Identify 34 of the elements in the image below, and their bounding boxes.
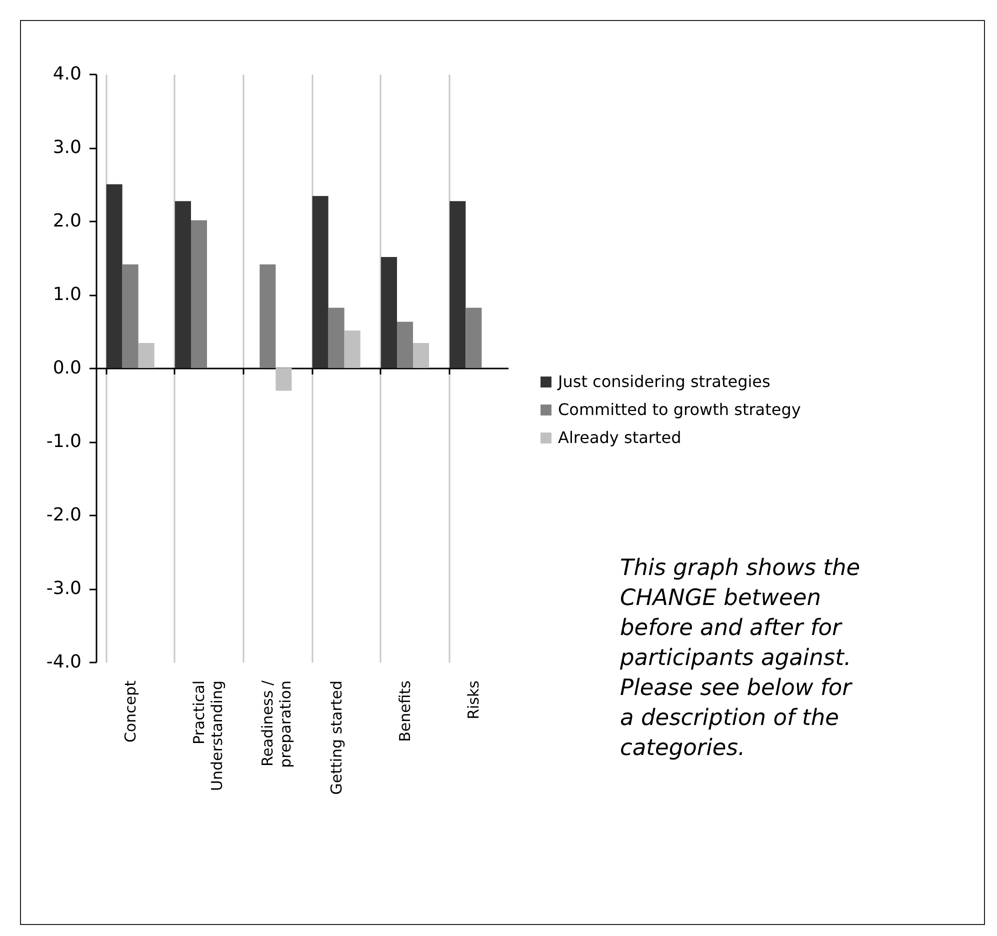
bar <box>413 343 430 368</box>
x-tick-label: Practical Understanding <box>190 680 226 792</box>
bar <box>466 308 482 368</box>
y-tick-label: -4.0 <box>46 652 82 672</box>
x-tick-label: Getting started <box>327 680 346 795</box>
bar <box>328 308 344 368</box>
y-tick-label: -3.0 <box>46 578 82 599</box>
y-tick-label: -1.0 <box>46 431 82 452</box>
bar <box>380 257 397 368</box>
bar <box>312 196 328 368</box>
legend-label: Already started <box>558 428 682 447</box>
bar <box>174 201 191 368</box>
bar <box>260 264 276 368</box>
x-tick-label: Concept <box>121 680 140 743</box>
legend-label: Just considering strategies <box>557 372 770 391</box>
y-tick-label: 4.0 <box>52 64 82 84</box>
text: This graph shows the CHANGE between before and after for participants against. Please see below for a description of the categories. <box>620 554 862 763</box>
y-tick-label: 0.0 <box>52 358 82 378</box>
bar <box>106 184 122 368</box>
y-tick-label: 3.0 <box>52 137 82 158</box>
bar <box>138 343 154 368</box>
bar <box>122 264 138 368</box>
bar <box>396 322 414 368</box>
bar <box>276 368 292 391</box>
x-tick-label: Risks <box>464 680 483 720</box>
x-tick-label: Readiness / preparation <box>258 680 295 768</box>
bar <box>344 330 360 368</box>
bar <box>190 220 208 368</box>
y-tick-label: 1.0 <box>52 284 82 305</box>
x-tick-label: Benefits <box>396 680 414 742</box>
bar <box>450 201 466 368</box>
y-tick-label: 2.0 <box>52 210 82 232</box>
y-tick-label: -2.0 <box>46 504 82 526</box>
legend-label: Committed to growth strategy <box>558 400 801 419</box>
